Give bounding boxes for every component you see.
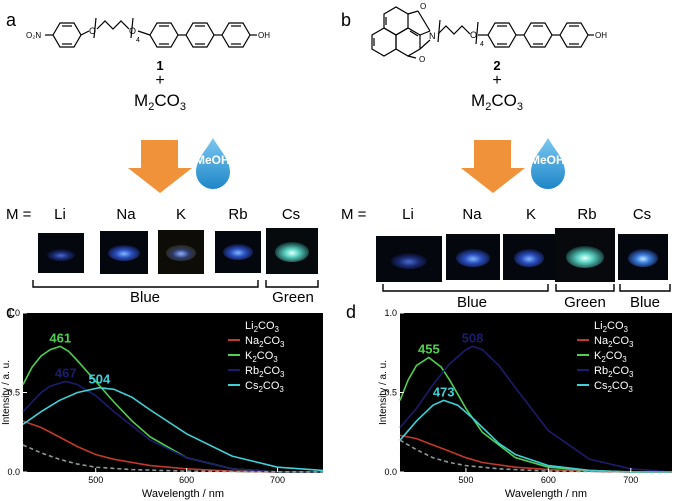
ether-oxygen-1: O xyxy=(89,26,96,36)
imide-oxygen-2: O xyxy=(419,55,425,64)
bracket-blue-b xyxy=(382,284,549,292)
x-axis-label-d: Wavelength / nm xyxy=(505,488,587,500)
reagent-b: M2CO3 xyxy=(471,91,523,113)
plot-area-c xyxy=(23,313,323,472)
legend-entry-d-3: Rb2CO3 xyxy=(594,365,634,379)
series-line-c-4 xyxy=(22,386,324,472)
methanol-drop-a: MeOH xyxy=(195,138,230,189)
compound-number-2: 2 xyxy=(493,58,500,73)
metal-label-k-a: K xyxy=(176,206,186,223)
reaction-arrow-b xyxy=(461,140,525,193)
methanol-drop-b: MeOH xyxy=(530,138,565,189)
metal-label-cs-a: Cs xyxy=(282,206,300,223)
peak-label-c-0: 461 xyxy=(49,330,71,345)
group-label-blue-b: Blue xyxy=(457,294,487,311)
series-line-d-5 xyxy=(399,439,673,473)
panel-a-letter: a xyxy=(6,10,17,30)
series-line-d-3 xyxy=(399,345,673,473)
x-axis-label-c: Wavelength / nm xyxy=(142,488,224,500)
peak-label-d-0: 455 xyxy=(418,342,440,357)
panel-c-letter: c xyxy=(6,302,15,322)
imide-nitrogen: N xyxy=(429,31,436,41)
methanol-label-a: MeOH xyxy=(195,153,230,167)
legend-entry-d-2: K2CO3 xyxy=(594,350,627,364)
x-tick-label-c-2: 700 xyxy=(270,475,285,485)
metal-label-li-b: Li xyxy=(402,206,414,223)
group-label-blue2-b: Blue xyxy=(630,294,660,311)
hydroxyl-label: OH xyxy=(258,31,270,40)
panel-b-letter: b xyxy=(341,10,351,30)
structure-2: O O N O 4 OH xyxy=(371,2,607,64)
bracket-blue-a xyxy=(32,280,259,288)
panel-b: b O O N O 4 xyxy=(341,2,671,311)
metal-label-na-b: Na xyxy=(462,206,482,223)
methanol-label-b: MeOH xyxy=(530,153,565,167)
metal-label-cs-b: Cs xyxy=(633,206,651,223)
ether-oxygen-2: O xyxy=(129,26,136,36)
y-tick-label-d-1: 0.5 xyxy=(384,388,397,398)
peak-label-d-1: 508 xyxy=(462,330,484,345)
peak-label-d-2: 473 xyxy=(433,384,455,399)
bracket-green-a xyxy=(265,280,319,288)
legend-entry-c-4: Cs2CO3 xyxy=(245,380,284,394)
bracket-blue2-b xyxy=(619,284,671,292)
y-tick-label-c-1: 0.5 xyxy=(7,388,20,398)
x-tick-label-d-2: 700 xyxy=(623,475,638,485)
nitro-group-label: O₂N xyxy=(26,31,41,40)
compound-number-1: 1 xyxy=(156,58,163,73)
y-tick-label-d-2: 1.0 xyxy=(384,308,397,318)
group-label-green-b: Green xyxy=(564,294,606,311)
metal-label-rb-a: Rb xyxy=(228,206,247,223)
series-line-c-5 xyxy=(22,444,324,473)
repeat-subscript: 4 xyxy=(136,37,140,44)
repeat-subscript-b: 4 xyxy=(480,41,484,48)
group-label-green-a: Green xyxy=(272,289,314,306)
panel-a: a O₂N O O 4 xyxy=(6,10,319,306)
y-tick-label-d-0: 0.0 xyxy=(384,467,397,477)
reaction-arrow-a xyxy=(128,140,192,193)
metal-label-k-b: K xyxy=(526,206,536,223)
hydroxyl-label-b: OH xyxy=(595,31,607,40)
legend-entry-d-1: Na2CO3 xyxy=(594,335,634,349)
imide-oxygen-1: O xyxy=(420,2,426,11)
x-tick-label-d-1: 600 xyxy=(541,475,556,485)
x-tick-label-c-0: 500 xyxy=(88,475,103,485)
x-tick-label-c-1: 600 xyxy=(179,475,194,485)
chart-d: d 500 600 700 0.0 0.5 1.0 Wavelength / nm Inten… xyxy=(346,302,673,500)
reagent-a: M2CO3 xyxy=(134,91,186,113)
series-line-d-4 xyxy=(399,399,672,473)
x-tick-label-d-0: 500 xyxy=(458,475,473,485)
legend-entry-d-4: Cs2CO3 xyxy=(594,380,633,394)
legend-entry-c-3: Rb2CO3 xyxy=(245,365,285,379)
metal-prefix-a: M = xyxy=(6,206,32,223)
series-line-c-3 xyxy=(22,380,323,473)
vial-photos-a xyxy=(30,228,318,274)
metal-label-rb-b: Rb xyxy=(577,206,596,223)
y-axis-label-c: Intensity / a. u. xyxy=(1,360,12,425)
y-tick-label-c-2: 1.0 xyxy=(7,308,20,318)
metal-label-li-a: Li xyxy=(54,206,66,223)
legend-entry-d-0: Li2CO3 xyxy=(594,320,629,334)
y-tick-label-c-0: 0.0 xyxy=(7,467,20,477)
metal-prefix-b: M = xyxy=(341,206,367,223)
panel-d-letter: d xyxy=(346,302,356,322)
peak-label-c-1: 467 xyxy=(55,365,77,380)
legend-entry-c-0: Li2CO3 xyxy=(245,320,280,334)
bracket-green-b xyxy=(555,284,615,292)
vial-photos-b xyxy=(376,228,668,282)
plus-sign-a: + xyxy=(155,72,164,89)
plus-sign-b: + xyxy=(492,72,501,89)
plot-area-d xyxy=(400,313,672,472)
group-label-blue-a: Blue xyxy=(130,289,160,306)
legend-entry-c-2: K2CO3 xyxy=(245,350,278,364)
y-axis-label-d: Intensity / a. u. xyxy=(378,360,389,425)
metal-label-na-a: Na xyxy=(116,206,136,223)
peak-label-c-2: 504 xyxy=(89,372,111,387)
legend-entry-c-1: Na2CO3 xyxy=(245,335,285,349)
ether-oxygen-b: O xyxy=(470,30,477,40)
structure-1: O₂N O O 4 OH xyxy=(26,17,270,48)
chart-c: c 500 600 700 0.0 0.5 1.0 Wavelength / nm Inten… xyxy=(1,302,324,500)
